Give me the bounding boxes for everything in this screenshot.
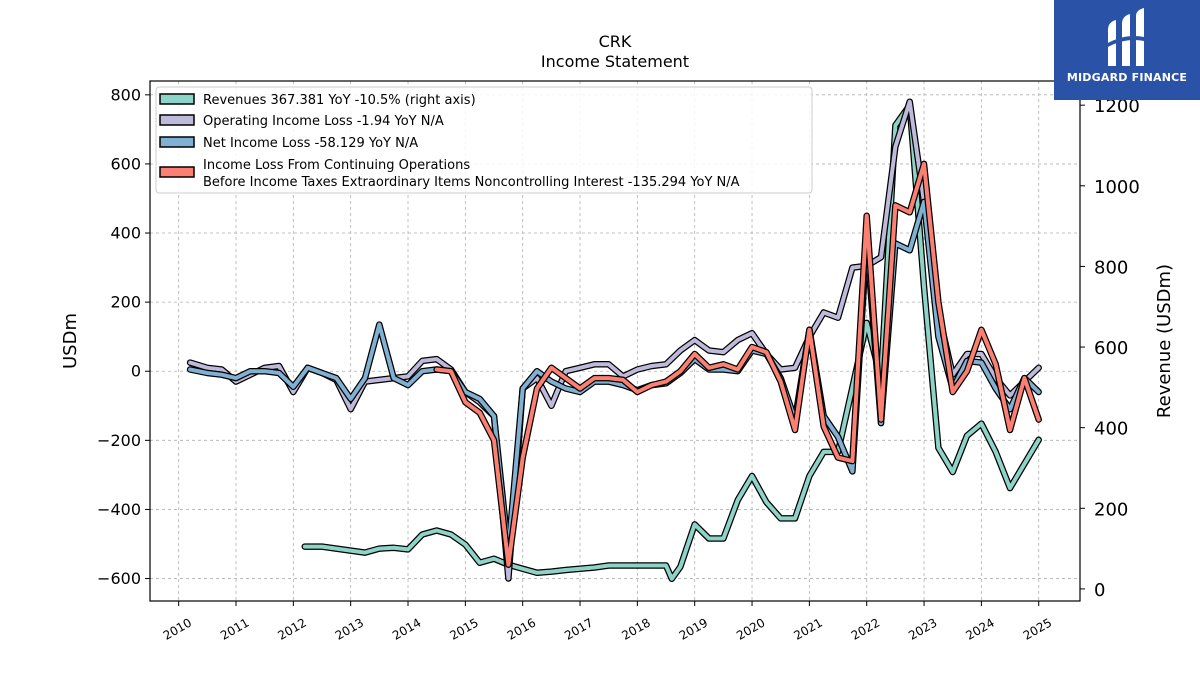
x-axis: 2010 2011 2012 2013 2014 2015 2016 2017 2018 2019… [161, 601, 1054, 643]
y-tick-label-right: 600 [1094, 338, 1128, 359]
y-axis-right-label: Revenue (USDm) [1154, 264, 1175, 418]
y-tick-label-left: −600 [97, 569, 141, 588]
legend-label: Income Loss From Continuing Operations [203, 158, 470, 173]
legend-swatch [159, 166, 195, 178]
brand-name: MIDGARD FINANCE [1066, 71, 1188, 84]
x-tick-label: 2015 [447, 615, 480, 642]
x-tick-label: 2022 [849, 615, 882, 642]
y-tick-label-right: 800 [1094, 257, 1128, 278]
brand-logo-mark-icon [1106, 8, 1148, 66]
series-3-line [188, 199, 1041, 553]
x-tick-label: 2012 [275, 615, 308, 642]
chart-subtitle: Income Statement [541, 52, 689, 71]
x-tick-label: 2019 [677, 615, 710, 642]
series-layer [186, 98, 1042, 583]
x-tick-label: 2017 [562, 615, 595, 642]
x-tick-label: 2020 [734, 615, 767, 642]
legend-label: Operating Income Loss -1.94 YoY N/A [203, 114, 444, 129]
x-tick-label: 2021 [791, 615, 824, 642]
x-tick-label: 2018 [619, 615, 652, 642]
legend-box [155, 86, 813, 194]
y-tick-label-right: 0 [1094, 580, 1105, 601]
x-tick-label: 2010 [161, 615, 194, 642]
y-tick-label-left: −400 [97, 500, 141, 519]
x-tick-label: 2016 [505, 615, 538, 642]
y-tick-label-left: 0 [131, 362, 141, 381]
x-tick-label: 2024 [963, 615, 996, 642]
brand-logo: MIDGARD FINANCE [1054, 0, 1200, 100]
series-4-line [434, 161, 1041, 567]
legend-label: Net Income Loss -58.129 YoY N/A [203, 136, 418, 151]
y-tick-label-right: 1000 [1094, 177, 1140, 198]
y-tick-label-right: 1200 [1094, 96, 1140, 117]
chart-title: CRK [599, 32, 632, 51]
y-tick-label-left: 200 [110, 293, 141, 312]
y-tick-label-left: −200 [97, 431, 141, 450]
y-axis-left: −600 −400 −200 0 200 400 600 800 [97, 85, 150, 588]
y-tick-label-left: 600 [110, 154, 141, 173]
y-axis-right: 0 200 400 600 800 1000 1200 [1080, 96, 1140, 601]
y-axis-left-label: USDm [60, 313, 81, 369]
x-tick-label: 2025 [1021, 615, 1054, 642]
y-tick-label-left: 400 [110, 224, 141, 243]
x-tick-label: 2013 [333, 615, 366, 642]
x-tick-label: 2014 [390, 615, 423, 642]
legend-label: Before Income Taxes Extraordinary Items … [203, 175, 740, 190]
y-tick-label-right: 200 [1094, 499, 1128, 520]
x-tick-label: 2023 [906, 615, 939, 642]
legend-label: Revenues 367.381 YoY -10.5% (right axis) [203, 93, 476, 108]
legend-swatch [159, 114, 195, 126]
x-tick-label: 2011 [218, 615, 251, 642]
y-tick-label-left: 800 [110, 85, 141, 104]
legend: Revenues 367.381 YoY -10.5% (right axis)… [155, 86, 813, 194]
y-tick-label-right: 400 [1094, 419, 1128, 440]
legend-swatch [159, 136, 195, 148]
plot-frame [149, 80, 1081, 602]
legend-swatch [159, 93, 195, 105]
